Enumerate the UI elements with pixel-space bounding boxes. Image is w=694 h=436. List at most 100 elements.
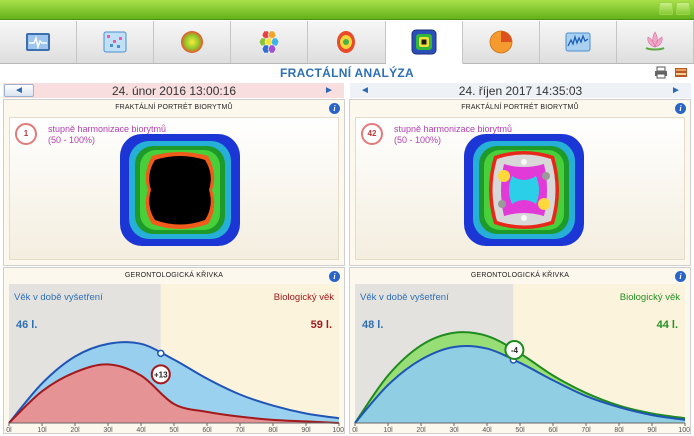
tab-body-scan[interactable] bbox=[308, 21, 386, 63]
page-title: FRACTÁLNÍ ANALÝZA bbox=[280, 66, 414, 80]
info-icon[interactable]: i bbox=[675, 271, 686, 282]
harmony-badge: 1 bbox=[15, 123, 37, 145]
x-tick-label: 80l bbox=[268, 427, 278, 433]
arrow-left-icon: ◄ bbox=[360, 85, 370, 96]
bio-series-area bbox=[9, 364, 339, 423]
info-icon[interactable]: i bbox=[675, 103, 686, 114]
arrow-right-icon: ► bbox=[324, 85, 334, 96]
fractal-panel-title: FRAKTÁLNÍ PORTRÉT BIORYTMŮ bbox=[115, 104, 233, 111]
right-fractal-panel: FRAKTÁLNÍ PORTRÉT BIORYTMŮ i 42 stupně h… bbox=[349, 99, 691, 266]
info-icon[interactable]: i bbox=[329, 271, 340, 282]
tab-data-grid[interactable] bbox=[77, 21, 155, 63]
arrow-right-icon: ► bbox=[671, 85, 681, 96]
age-series-line bbox=[354, 344, 686, 424]
book-icon[interactable] bbox=[674, 66, 688, 79]
x-tick-label: 0l bbox=[6, 427, 12, 433]
x-tick-label: 60l bbox=[202, 427, 212, 433]
geronto-svg: 0l 10l 20l 30l 40l 50l 60l 70l 80l 90l 100l -4 bbox=[352, 284, 692, 434]
hexagon-cluster-icon bbox=[259, 30, 280, 54]
x-tick-label: 90l bbox=[301, 427, 311, 433]
age-series-area bbox=[355, 345, 685, 423]
x-tick-label: 10l bbox=[37, 427, 47, 433]
data-grid-icon bbox=[103, 31, 127, 53]
x-tick-label: 80l bbox=[614, 427, 624, 433]
minimize-button[interactable] bbox=[659, 2, 673, 15]
bio-series-line bbox=[8, 363, 340, 424]
tab-spectrum[interactable] bbox=[540, 21, 617, 63]
right-geronto-panel: GERONTOLOGICKÁ KŘIVKA i 0l 10l 20l 30l 40l 50… bbox=[349, 267, 692, 434]
energy-sphere-icon bbox=[181, 31, 204, 53]
left-fractal-panel: FRAKTÁLNÍ PORTRÉT BIORYTMŮ i 1 stupně ha… bbox=[3, 99, 345, 266]
age-value: 48 l. bbox=[362, 319, 384, 331]
harmony-badge: 42 bbox=[361, 123, 383, 145]
print-icon[interactable] bbox=[654, 66, 668, 79]
heart-rate-monitor-icon bbox=[26, 33, 51, 51]
fractal-panel-title: FRAKTÁLNÍ PORTRÉT BIORYTMŮ bbox=[461, 104, 579, 111]
bio-age-label: Biologický věk bbox=[619, 292, 680, 303]
geronto-chart: 0l 10l 20l 30l 40l 50l 60l 70l 80l 90l 100l +13 bbox=[4, 284, 346, 434]
right-session-date: 24. říjen 2017 14:35:03 bbox=[458, 83, 583, 98]
x-tick-label: 70l bbox=[235, 427, 245, 433]
x-tick-label: 40l bbox=[482, 427, 492, 433]
fractal-icon bbox=[411, 29, 437, 55]
geronto-panel-title: GERONTOLOGICKÁ KŘIVKA bbox=[124, 272, 224, 279]
fractal-portrait bbox=[464, 134, 584, 246]
tab-pie[interactable] bbox=[463, 21, 540, 63]
x-tick-label: 100l bbox=[332, 427, 344, 433]
age-diff-text: +13 bbox=[154, 370, 168, 379]
x-tick-label: 0l bbox=[352, 427, 358, 433]
age-diff-text: -4 bbox=[511, 346, 519, 355]
harmony-label: stupně harmonizace biorytmů (50 - 100%) bbox=[394, 124, 513, 145]
arrow-left-icon: ◄ bbox=[14, 85, 24, 96]
age-label: Věk v době vyšetření bbox=[14, 292, 103, 303]
left-next-button[interactable]: ► bbox=[314, 84, 344, 97]
left-session-date: 24. únor 2016 13:00:16 bbox=[111, 83, 237, 98]
x-tick-label: 30l bbox=[449, 427, 459, 433]
geronto-svg: 0l 10l 20l 30l 40l 50l 60l 70l 80l 90l 100l +13 bbox=[6, 284, 346, 434]
body-scan-icon bbox=[337, 31, 356, 53]
prev-session-button[interactable]: ◄ bbox=[4, 84, 34, 97]
geronto-panel-title: GERONTOLOGICKÁ KŘIVKA bbox=[470, 272, 570, 279]
fractal-box: 42 stupně harmonizace biorytmů (50 - 100%… bbox=[355, 117, 685, 260]
tab-hexagons[interactable] bbox=[231, 21, 309, 63]
x-tick-label: 30l bbox=[103, 427, 113, 433]
x-tick-label: 50l bbox=[169, 427, 179, 433]
x-tick-label: 40l bbox=[136, 427, 146, 433]
age-diff-badge bbox=[504, 339, 525, 360]
tab-heart-rate[interactable] bbox=[0, 21, 78, 63]
x-tick-label: 100l bbox=[678, 427, 690, 433]
tab-lotus[interactable] bbox=[617, 21, 694, 63]
bio-age-label: Biologický věk bbox=[273, 292, 334, 303]
fractal-box: 1 stupně harmonizace biorytmů (50 - 100%) bbox=[9, 117, 339, 260]
right-date-bar: ◄ 24. říjen 2017 14:35:03 ► bbox=[350, 83, 691, 98]
x-tick-label: 60l bbox=[548, 427, 558, 433]
module-toolbar bbox=[0, 21, 694, 64]
tab-fractal[interactable] bbox=[385, 21, 463, 64]
pie-chart-icon bbox=[489, 30, 513, 54]
x-tick-label: 90l bbox=[647, 427, 657, 433]
x-tick-label: 20l bbox=[70, 427, 80, 433]
spectrum-graph-icon bbox=[565, 32, 591, 52]
maximize-button[interactable] bbox=[676, 2, 690, 15]
x-tick-label: 70l bbox=[581, 427, 591, 433]
next-session-button[interactable]: ► bbox=[661, 84, 691, 97]
tab-energy[interactable] bbox=[154, 21, 232, 63]
x-tick-label: 10l bbox=[383, 427, 393, 433]
lotus-icon bbox=[645, 31, 665, 51]
harmony-label: stupně harmonizace biorytmů (50 - 100%) bbox=[48, 124, 167, 145]
fractal-portrait bbox=[120, 134, 240, 246]
age-series-line bbox=[8, 341, 340, 424]
window-controls bbox=[659, 2, 690, 15]
age-label: Věk v době vyšetření bbox=[360, 292, 449, 303]
x-tick-label: 20l bbox=[416, 427, 426, 433]
x-tick-label: 50l bbox=[515, 427, 525, 433]
header-actions bbox=[654, 66, 688, 79]
left-date-bar: ◄ 24. únor 2016 13:00:16 ► bbox=[3, 83, 344, 98]
info-icon[interactable]: i bbox=[329, 103, 340, 114]
left-geronto-panel: GERONTOLOGICKÁ KŘIVKA i 0l 10l 20l 30l 40l 50… bbox=[3, 267, 346, 434]
age-diff-badge bbox=[150, 364, 171, 385]
geronto-chart: 0l 10l 20l 30l 40l 50l 60l 70l 80l 90l 100l -4 bbox=[350, 284, 692, 434]
right-prev-button[interactable]: ◄ bbox=[350, 84, 380, 97]
bio-age-value: 59 l. bbox=[310, 319, 332, 331]
window-titlebar bbox=[0, 0, 694, 20]
